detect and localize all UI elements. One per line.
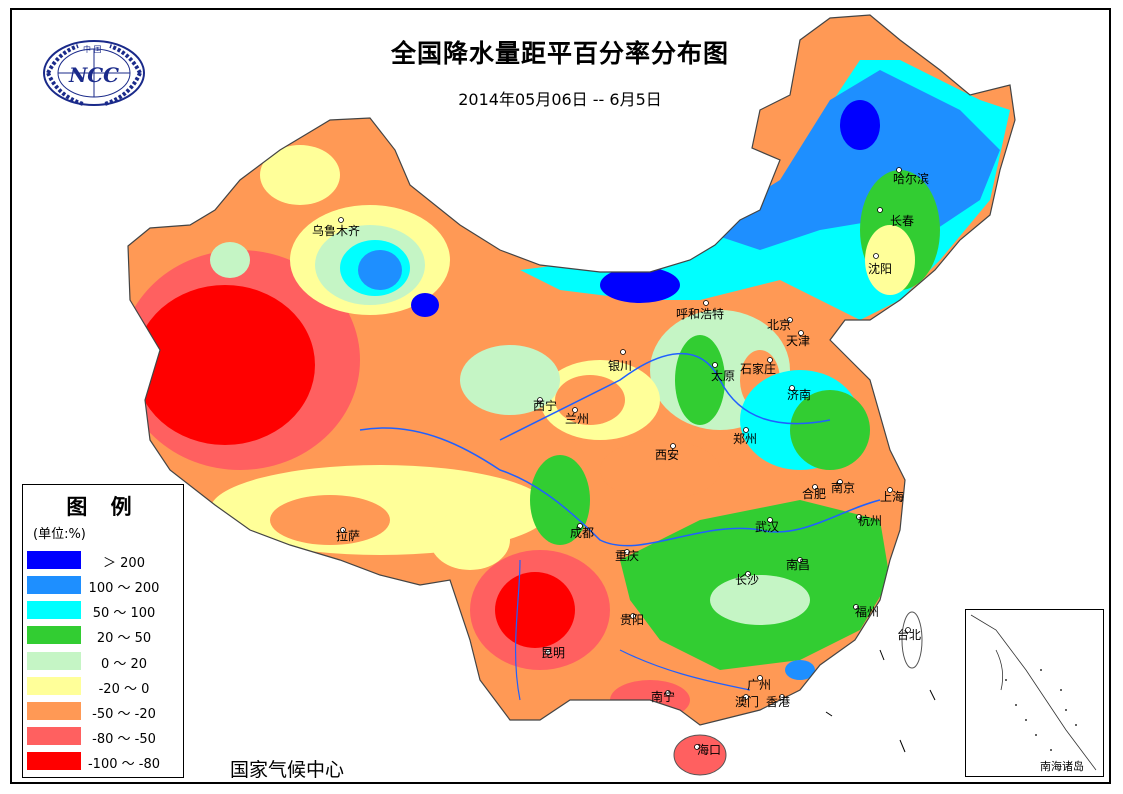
legend-swatch <box>27 727 81 745</box>
legend-swatch <box>27 601 81 619</box>
city-label: 郑州 <box>733 432 758 446</box>
legend-label: 100 ～ 200 <box>88 581 160 596</box>
legend-item: 50 ～ 100 <box>27 601 181 621</box>
city-label: 南昌 <box>786 558 811 572</box>
city-label: 拉萨 <box>336 529 361 543</box>
legend-label: -80 ～ -50 <box>92 732 156 747</box>
legend: 图 例 (单位:%) ＞ 200 100 ～ 200 50 ～ 100 20 ～… <box>22 484 184 778</box>
city-label: 贵阳 <box>620 613 645 627</box>
city-label: 济南 <box>787 388 812 402</box>
city-label: 合肥 <box>802 487 827 501</box>
map-title: 全国降水量距平百分率分布图 <box>390 39 729 68</box>
legend-item: 20 ～ 50 <box>27 626 181 646</box>
legend-item: -20 ～ 0 <box>27 677 181 697</box>
city-label: 海口 <box>697 743 722 757</box>
map-subtitle: 2014年05月06日 -- 6月5日 <box>458 90 662 109</box>
city-label: 银川 <box>608 359 633 373</box>
city-label: 福州 <box>855 605 880 619</box>
sea-boundary-dashes <box>825 649 936 753</box>
legend-label: 50 ～ 100 <box>92 606 156 621</box>
city-label: 西宁 <box>533 399 558 413</box>
city-label: 昆明 <box>541 646 566 660</box>
taiwan-island <box>901 611 923 669</box>
city-label: 武汉 <box>755 520 780 534</box>
river-southwest <box>514 559 521 701</box>
legend-swatch <box>27 551 81 569</box>
city-label: 沈阳 <box>868 262 893 276</box>
city-label: 石家庄 <box>740 362 777 376</box>
country-border <box>127 14 1016 726</box>
city-markers <box>338 167 911 750</box>
city-label: 哈尔滨 <box>893 172 930 186</box>
city-label: 台北 <box>897 628 922 642</box>
ncc-logo: 中 国 NCC <box>43 40 145 106</box>
south-china-sea-inset <box>965 609 1104 777</box>
legend-label: ＞ 200 <box>103 556 145 571</box>
city-label: 长沙 <box>735 573 760 587</box>
pearl-river <box>619 649 751 691</box>
yellow-river <box>499 353 831 441</box>
city-label: 太原 <box>711 369 736 383</box>
legend-swatch <box>27 652 81 670</box>
city-label: 上海 <box>880 490 905 504</box>
city-label: 南京 <box>831 481 856 495</box>
inset-map <box>970 614 1097 771</box>
hainan-island <box>673 734 727 776</box>
legend-title: 图 例 <box>66 495 140 519</box>
legend-label: 0 ～ 20 <box>100 657 148 672</box>
city-label: 乌鲁木齐 <box>312 224 361 238</box>
city-label: 澳门 <box>735 695 760 709</box>
legend-item: ＞ 200 <box>27 551 181 571</box>
city-label: 兰州 <box>565 412 590 426</box>
city-label: 重庆 <box>615 549 640 563</box>
svg-text:中 国: 中 国 <box>83 44 102 54</box>
svg-text:NCC: NCC <box>68 63 119 87</box>
legend-item: 0 ～ 20 <box>27 652 181 672</box>
legend-swatch <box>27 626 81 644</box>
city-label: 香港 <box>766 695 791 709</box>
city-label: 北京 <box>767 318 792 332</box>
city-label: 西安 <box>655 448 680 462</box>
city-label: 天津 <box>786 334 811 348</box>
legend-item: -80 ～ -50 <box>27 727 181 747</box>
legend-label: -100 ～ -80 <box>87 757 160 772</box>
city-label: 广州 <box>747 678 772 692</box>
legend-item: -50 ～ -20 <box>27 702 181 722</box>
legend-unit: (单位:%) <box>33 527 86 542</box>
legend-swatch <box>27 752 81 770</box>
yangtze-river <box>359 427 881 547</box>
legend-swatch <box>27 677 81 695</box>
legend-label: 20 ～ 50 <box>96 631 152 646</box>
legend-swatch <box>27 576 81 594</box>
legend-swatch <box>27 702 81 720</box>
legend-item: -100 ～ -80 <box>27 752 181 772</box>
legend-label: -20 ～ 0 <box>98 682 150 697</box>
city-label: 成都 <box>570 526 595 540</box>
city-label: 呼和浩特 <box>676 307 725 321</box>
legend-label: -50 ～ -20 <box>92 707 156 722</box>
city-label: 长春 <box>890 214 915 228</box>
agency-name: 国家气候中心 <box>230 759 345 781</box>
inset-label: 南海诸岛 <box>1040 760 1084 773</box>
legend-item: 100 ～ 200 <box>27 576 181 596</box>
city-label: 南宁 <box>651 690 676 704</box>
city-label: 杭州 <box>858 514 883 528</box>
